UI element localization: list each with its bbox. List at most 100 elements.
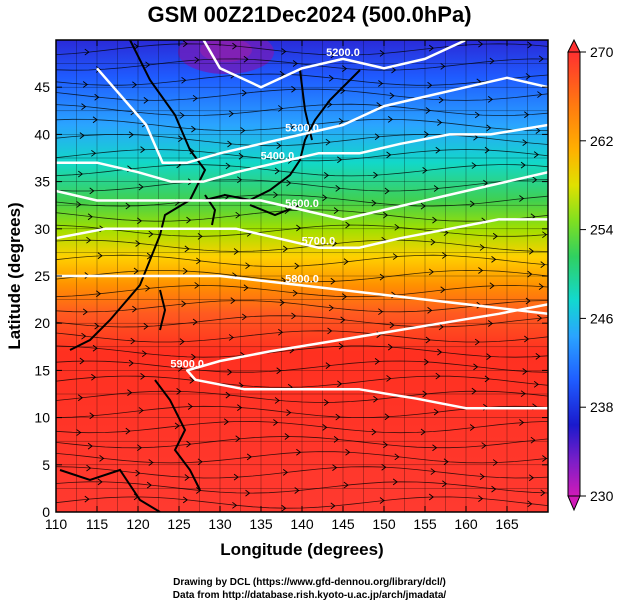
flow-arrow <box>276 367 282 375</box>
flow-arrow <box>335 413 341 421</box>
flow-arrow <box>238 152 244 160</box>
y-tick-label: 10 <box>34 410 50 426</box>
flow-arrow <box>148 459 154 466</box>
flow-arrow <box>138 407 144 414</box>
flow-arrow <box>535 127 541 134</box>
y-axis: 0 5 10 15 20 25 30 35 40 45 <box>34 79 548 520</box>
flow-arrow <box>235 211 241 219</box>
colorbar-tick-label: 254 <box>590 222 614 238</box>
flow-arrow <box>383 211 389 219</box>
flow-arrow <box>530 436 536 444</box>
flow-arrow <box>89 412 95 420</box>
flow-arrow <box>281 48 287 55</box>
x-tick-label: 110 <box>45 516 68 532</box>
streamline <box>56 239 548 252</box>
flow-arrow <box>99 455 105 462</box>
flow-arrow <box>94 93 100 101</box>
x-tick-label: 140 <box>290 516 314 532</box>
flow-arrow <box>435 372 441 380</box>
flow-arrow <box>130 337 136 345</box>
plot-title: GSM 00Z21Dec2024 (500.0hPa) <box>147 2 472 27</box>
flow-arrow <box>286 179 292 187</box>
flow-arrow <box>538 55 544 63</box>
flow-arrow <box>197 232 203 240</box>
flow-arrow <box>289 123 295 131</box>
flow-arrow <box>322 194 328 202</box>
x-tick-label: 160 <box>454 516 478 532</box>
flow-arrow <box>478 267 484 274</box>
streamline <box>56 330 548 343</box>
flow-arrow <box>527 41 533 49</box>
flow-arrow <box>97 252 103 260</box>
flow-arrow <box>184 474 190 481</box>
flow-arrow <box>82 81 88 88</box>
flow-arrow <box>81 332 87 340</box>
flow-arrow <box>141 350 147 358</box>
streamline <box>56 179 548 192</box>
flow-arrow <box>77 394 83 402</box>
flow-arrow <box>278 105 284 112</box>
flow-arrow <box>325 362 331 369</box>
flow-arrow <box>376 102 382 109</box>
flow-arrow <box>389 321 395 329</box>
flow-arrow <box>481 442 487 449</box>
flow-arrow <box>274 397 280 404</box>
flow-arrow <box>379 50 385 57</box>
flow-arrow <box>181 76 187 84</box>
flow-arrow <box>143 323 149 330</box>
flow-arrow <box>532 176 538 184</box>
streamline <box>56 315 548 328</box>
streamline <box>56 360 548 373</box>
flow-arrow <box>223 418 229 426</box>
flow-arrow <box>338 342 344 350</box>
flow-arrow <box>138 183 144 191</box>
flow-arrow <box>425 336 431 344</box>
flow-arrow <box>323 172 329 179</box>
flow-arrow <box>192 318 198 326</box>
flow-arrow <box>77 170 83 178</box>
flow-arrow <box>537 314 543 322</box>
flow-arrow <box>243 55 249 63</box>
flow-arrow <box>227 368 233 376</box>
flow-arrow <box>184 245 190 253</box>
flow-arrow <box>87 442 93 450</box>
flow-arrow <box>178 135 184 143</box>
flow-arrow <box>420 428 426 436</box>
flow-arrow <box>94 322 100 330</box>
flow-arrow <box>386 375 392 382</box>
flow-arrow <box>227 140 233 148</box>
flow-arrow <box>187 403 193 410</box>
flow-arrow <box>182 267 188 275</box>
x-tick-label: 120 <box>126 516 150 532</box>
x-axis-label: Longitude (degrees) <box>220 540 383 559</box>
flow-arrow <box>427 307 433 314</box>
flow-arrow <box>538 283 544 291</box>
flow-arrow <box>237 176 243 184</box>
x-tick-label: 130 <box>208 516 232 532</box>
flow-arrow <box>232 501 238 509</box>
streamline <box>56 284 548 298</box>
flow-arrow <box>387 343 393 351</box>
flow-arrow <box>332 240 338 247</box>
flow-arrow <box>473 363 479 371</box>
flow-arrow <box>428 493 434 501</box>
x-tick-label: 125 <box>167 516 191 532</box>
flow-arrow <box>442 480 448 488</box>
flow-arrow <box>479 244 485 251</box>
flow-arrow <box>76 429 82 436</box>
flow-arrow <box>330 277 336 285</box>
flow-arrow <box>342 65 348 73</box>
flow-arrow <box>245 262 251 270</box>
flow-arrow <box>528 247 534 255</box>
contour-label: 5200.0 <box>326 47 360 59</box>
flow-arrow <box>91 373 97 381</box>
contour-line <box>96 67 548 164</box>
flow-arrow <box>225 391 231 399</box>
flow-arrow <box>373 395 379 403</box>
flow-arrow <box>520 161 526 169</box>
flow-arrow <box>443 458 449 466</box>
x-tick-label: 145 <box>331 516 355 532</box>
flow-arrow <box>96 290 102 298</box>
flow-arrow <box>374 133 380 141</box>
flow-arrow <box>276 142 282 149</box>
